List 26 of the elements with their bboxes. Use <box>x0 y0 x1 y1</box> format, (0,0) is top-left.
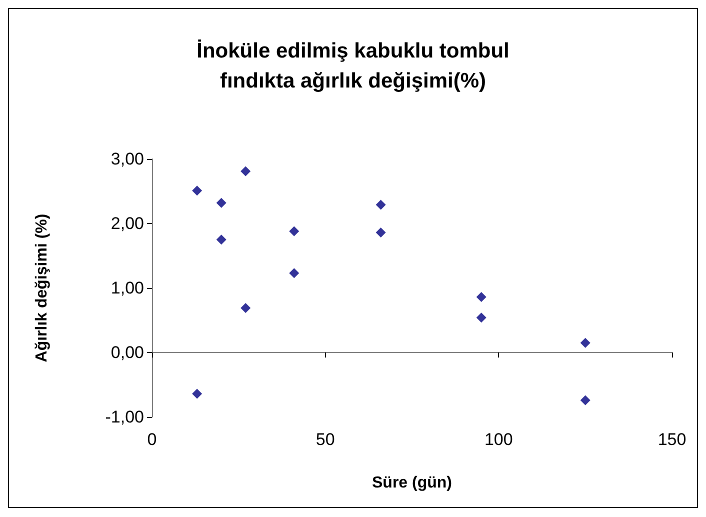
point <box>240 302 251 313</box>
point <box>376 200 386 210</box>
point <box>376 228 386 238</box>
point <box>476 292 486 302</box>
x-axis-title: Süre (gün) <box>372 474 452 492</box>
point <box>289 226 300 236</box>
point <box>289 268 300 278</box>
y-axis-title: Ağırlık değişimi (%) <box>34 214 50 362</box>
point <box>580 338 590 348</box>
point <box>216 234 226 245</box>
y-tick-label: 2,00 <box>110 214 144 233</box>
x-tick-label: 0 <box>147 430 157 449</box>
point <box>580 395 590 406</box>
y-tick-label: 0,00 <box>110 343 144 362</box>
x-tick-label: 100 <box>484 430 513 449</box>
point <box>192 186 202 196</box>
point <box>216 198 226 208</box>
y-tick-label: 1,00 <box>110 278 144 298</box>
x-tick-label: 50 <box>316 430 335 449</box>
point <box>240 166 251 176</box>
point <box>192 388 202 399</box>
y-tick-label: -1,00 <box>105 408 144 426</box>
x-tick-label: 150 <box>658 430 686 449</box>
chart-title: İnoküle edilmiş kabuklu tombul fındıkta ağırlık değişimi(%) <box>196 40 510 92</box>
point <box>476 312 486 323</box>
y-tick-label: 3,00 <box>110 150 144 168</box>
